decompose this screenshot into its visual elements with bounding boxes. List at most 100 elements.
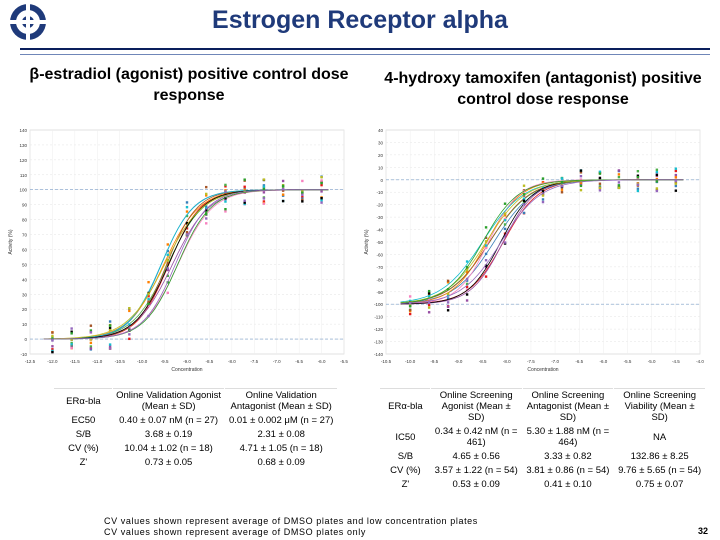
data-point bbox=[243, 202, 246, 206]
data-point bbox=[166, 262, 169, 265]
table-cell: NA bbox=[613, 424, 706, 450]
data-point bbox=[301, 198, 304, 202]
y-tick-label: 90 bbox=[22, 203, 28, 208]
data-point bbox=[185, 233, 189, 236]
data-point bbox=[446, 294, 450, 297]
column-header: Online Validation Antagonist (Mean ± SD) bbox=[224, 388, 338, 414]
data-point bbox=[655, 177, 659, 181]
data-point bbox=[243, 199, 246, 202]
table-row: IC50 0.34 ± 0.42 nM (n = 461) 5.30 ± 1.8… bbox=[380, 424, 706, 450]
table-cell: 3.33 ± 0.82 bbox=[521, 449, 615, 464]
data-point bbox=[185, 214, 189, 218]
data-point bbox=[674, 176, 678, 179]
y-tick-label: -70 bbox=[376, 265, 383, 270]
data-point bbox=[427, 297, 431, 301]
y-tick-label: -80 bbox=[376, 277, 383, 282]
data-point bbox=[281, 185, 285, 189]
data-point bbox=[128, 333, 131, 336]
x-tick-label: -8.5 bbox=[206, 359, 214, 364]
data-point bbox=[89, 338, 93, 341]
data-point bbox=[617, 173, 621, 176]
data-point bbox=[262, 191, 266, 194]
data-point bbox=[70, 332, 73, 335]
y-tick-label: 40 bbox=[378, 128, 384, 133]
data-point bbox=[51, 350, 54, 354]
data-point bbox=[427, 311, 431, 314]
data-point bbox=[128, 309, 131, 313]
data-point bbox=[51, 336, 54, 339]
data-point bbox=[147, 300, 150, 303]
data-point bbox=[185, 210, 189, 213]
x-tick-label: -5.5 bbox=[340, 359, 348, 364]
data-point bbox=[408, 312, 412, 316]
data-point bbox=[205, 212, 208, 216]
data-point bbox=[205, 205, 208, 208]
data-point bbox=[128, 337, 131, 341]
data-point bbox=[224, 197, 227, 200]
data-point bbox=[674, 182, 678, 185]
data-point bbox=[301, 200, 304, 203]
data-point bbox=[224, 185, 227, 188]
data-point bbox=[484, 244, 488, 247]
column-header: Online Validation Agonist (Mean ± SD) bbox=[111, 388, 226, 414]
data-point bbox=[224, 190, 227, 193]
page-number: 32 bbox=[698, 526, 709, 536]
data-point bbox=[147, 292, 150, 295]
data-point bbox=[166, 253, 169, 256]
data-point bbox=[560, 180, 564, 184]
x-tick-label: -9.0 bbox=[455, 359, 463, 364]
data-point bbox=[281, 189, 285, 192]
data-point bbox=[503, 241, 507, 244]
table-row: CV (%) 3.57 ± 1.22 (n = 54) 3.81 ± 0.86 … bbox=[380, 463, 706, 478]
data-point bbox=[636, 183, 640, 186]
table-corner-label: ERα-bla bbox=[380, 388, 431, 425]
data-point bbox=[205, 207, 208, 210]
y-tick-label: -30 bbox=[376, 215, 383, 220]
data-point bbox=[541, 186, 545, 189]
x-axis-label: Concentration bbox=[527, 367, 558, 373]
table-cell: 9.76 ± 5.65 (n = 54) bbox=[613, 463, 706, 478]
x-tick-label: -9.5 bbox=[430, 359, 438, 364]
data-point bbox=[281, 199, 285, 203]
table-cell: 4.65 ± 0.56 bbox=[429, 449, 523, 464]
data-point bbox=[522, 201, 526, 204]
row-label: Z' bbox=[54, 455, 113, 470]
data-point bbox=[655, 187, 659, 190]
data-point bbox=[484, 259, 488, 262]
y-tick-label: -50 bbox=[376, 240, 383, 245]
data-point bbox=[465, 270, 469, 274]
data-point bbox=[598, 189, 602, 192]
y-tick-label: 10 bbox=[378, 165, 384, 170]
y-tick-label: 50 bbox=[22, 262, 28, 267]
x-tick-label: -6.5 bbox=[295, 359, 303, 364]
data-point bbox=[205, 210, 208, 214]
data-point bbox=[51, 349, 54, 353]
data-point bbox=[147, 302, 150, 306]
data-point bbox=[262, 197, 266, 200]
table-cell: 3.57 ± 1.22 (n = 54) bbox=[429, 463, 523, 478]
x-tick-label: -10.5 bbox=[381, 359, 392, 364]
x-tick-label: -8.5 bbox=[479, 359, 487, 364]
x-tick-label: -7.0 bbox=[273, 359, 281, 364]
data-point bbox=[320, 176, 323, 179]
data-point bbox=[522, 197, 526, 200]
data-point bbox=[205, 222, 208, 225]
ncgc-logo-icon bbox=[10, 4, 46, 40]
data-point bbox=[465, 268, 469, 272]
fit-curve bbox=[43, 189, 329, 340]
data-point bbox=[320, 199, 323, 202]
y-tick-label: 40 bbox=[22, 277, 28, 282]
data-point bbox=[185, 201, 189, 204]
data-point bbox=[541, 177, 545, 180]
data-point bbox=[70, 338, 73, 341]
data-point bbox=[185, 227, 189, 230]
data-point bbox=[224, 200, 227, 203]
data-point bbox=[446, 305, 450, 308]
y-tick-label: 80 bbox=[22, 218, 28, 223]
data-point bbox=[655, 170, 659, 174]
footnote-line: CV values shown represent average of DMS… bbox=[104, 516, 478, 526]
row-label: S/B bbox=[380, 449, 431, 464]
y-tick-label: 30 bbox=[22, 292, 28, 297]
data-point bbox=[128, 328, 131, 332]
data-point bbox=[89, 345, 93, 348]
